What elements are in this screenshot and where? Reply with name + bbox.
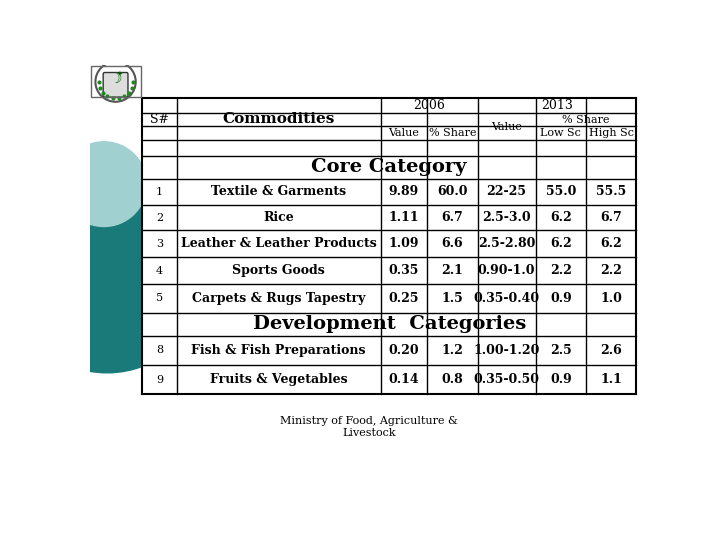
Text: 6.2: 6.2	[550, 237, 572, 251]
Text: High Sc: High Sc	[589, 129, 634, 138]
Text: 0.9: 0.9	[550, 373, 572, 386]
Text: 5: 5	[156, 294, 163, 303]
Text: 0.35: 0.35	[389, 264, 419, 277]
Text: 2.2: 2.2	[550, 264, 572, 277]
Text: % Share: % Share	[562, 115, 610, 125]
FancyBboxPatch shape	[103, 72, 128, 97]
Text: Core Category: Core Category	[312, 158, 467, 176]
Bar	[143, 157, 636, 178]
Text: 2.2: 2.2	[600, 264, 622, 277]
Text: 0.25: 0.25	[389, 292, 419, 305]
Text: Fish & Fish Preparations: Fish & Fish Preparations	[192, 344, 366, 357]
Text: 0.14: 0.14	[389, 373, 419, 386]
Text: Value: Value	[388, 129, 419, 138]
Text: Sports Goods: Sports Goods	[233, 264, 325, 277]
Text: 1.09: 1.09	[389, 237, 419, 251]
Text: 9.89: 9.89	[389, 185, 419, 198]
Bar	[91, 65, 141, 97]
Text: 1.0: 1.0	[600, 292, 622, 305]
Text: ☽: ☽	[109, 72, 122, 86]
Bar	[142, 98, 636, 394]
Text: Development  Categories: Development Categories	[253, 315, 526, 333]
Text: 0.8: 0.8	[441, 373, 463, 386]
Text: 2.5: 2.5	[550, 344, 572, 357]
Text: 1.1: 1.1	[600, 373, 622, 386]
Bar	[90, 59, 144, 96]
Text: 4: 4	[156, 266, 163, 276]
Text: 0.35-0.40: 0.35-0.40	[474, 292, 539, 305]
Text: Rice: Rice	[264, 211, 294, 224]
Text: 2.5-3.0: 2.5-3.0	[482, 211, 531, 224]
Text: 6.2: 6.2	[550, 211, 572, 224]
Text: 22-25: 22-25	[487, 185, 526, 198]
Text: 6.6: 6.6	[441, 237, 463, 251]
Text: 2.1: 2.1	[441, 264, 463, 277]
Text: Carpets & Rugs Tapestry: Carpets & Rugs Tapestry	[192, 292, 365, 305]
Text: 0.90-1.0: 0.90-1.0	[478, 264, 535, 277]
Text: 8: 8	[156, 346, 163, 355]
Text: 60.0: 60.0	[437, 185, 467, 198]
Text: 2.6: 2.6	[600, 344, 622, 357]
Text: 1.5: 1.5	[441, 292, 463, 305]
Text: Textile & Garments: Textile & Garments	[211, 185, 346, 198]
Text: 0.20: 0.20	[389, 344, 419, 357]
Text: 1: 1	[156, 187, 163, 197]
Text: 0.9: 0.9	[550, 292, 572, 305]
Text: 6.7: 6.7	[600, 211, 622, 224]
Circle shape	[61, 142, 147, 226]
Text: 6.7: 6.7	[441, 211, 463, 224]
Text: 1.2: 1.2	[441, 344, 463, 357]
Text: Leather & Leather Products: Leather & Leather Products	[181, 237, 377, 251]
Text: Ministry of Food, Agriculture &
Livestock: Ministry of Food, Agriculture & Livestoc…	[280, 416, 458, 437]
Text: 2.5-2.80: 2.5-2.80	[478, 237, 535, 251]
Text: Low Sc: Low Sc	[541, 129, 581, 138]
Text: 2013: 2013	[541, 99, 573, 112]
Text: Fruits & Vegetables: Fruits & Vegetables	[210, 373, 348, 386]
Text: 2006: 2006	[413, 99, 445, 112]
Text: 55.0: 55.0	[546, 185, 576, 198]
Text: 2: 2	[156, 213, 163, 222]
Text: 55.5: 55.5	[596, 185, 626, 198]
Text: 1.00-1.20: 1.00-1.20	[473, 344, 540, 357]
Text: Commodities: Commodities	[222, 112, 335, 126]
Text: 0.35-0.50: 0.35-0.50	[474, 373, 539, 386]
Text: % Share: % Share	[428, 129, 476, 138]
Circle shape	[6, 173, 208, 373]
Text: S#: S#	[150, 112, 169, 126]
Bar	[143, 314, 636, 335]
Text: 1.11: 1.11	[389, 211, 419, 224]
Text: 6.2: 6.2	[600, 237, 622, 251]
Text: Value: Value	[491, 122, 522, 132]
Text: 9: 9	[156, 375, 163, 384]
Text: ✦: ✦	[117, 71, 122, 77]
Text: 3: 3	[156, 239, 163, 249]
